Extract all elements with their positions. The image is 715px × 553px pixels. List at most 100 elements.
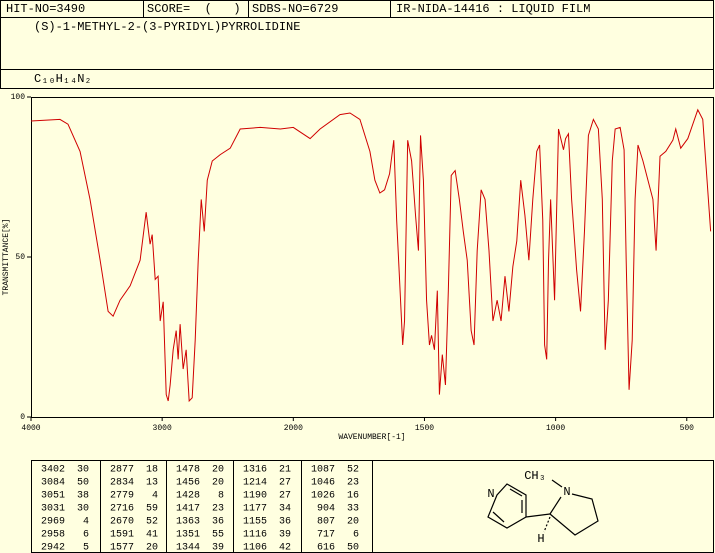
peak-transmittance: 30 <box>77 465 89 476</box>
pyridine-ring <box>487 483 527 529</box>
peak-wavenumber: 1155 <box>243 517 267 528</box>
peak-transmittance: 52 <box>146 517 158 528</box>
atom-label: CH₃ <box>524 469 546 483</box>
peak-transmittance: 27 <box>279 478 291 489</box>
x-tick-label: 3000 <box>153 424 172 433</box>
peak-transmittance: 8 <box>218 491 224 502</box>
peak-wavenumber: 904 <box>317 504 335 515</box>
pyrrolidine-ring <box>549 493 599 536</box>
compound-name: (S)-1-METHYL-2-(3-PYRIDYL)PYRROLIDINE <box>34 20 300 34</box>
peak-transmittance: 27 <box>279 491 291 502</box>
y-axis-label: TRANSMITTANCE[%] <box>2 219 11 296</box>
peak-wavenumber: 3402 <box>41 465 65 476</box>
peak-transmittance: 20 <box>146 543 158 553</box>
peak-transmittance: 20 <box>212 465 224 476</box>
y-tick-label: 50 <box>15 253 25 262</box>
peak-transmittance: 52 <box>347 465 359 476</box>
peak-transmittance: 59 <box>146 504 158 515</box>
peak-wavenumber: 1456 <box>176 478 200 489</box>
peak-wavenumber: 1316 <box>243 465 267 476</box>
peak-transmittance: 6 <box>353 530 359 541</box>
hashed-bond <box>543 516 551 533</box>
peak-wavenumber: 616 <box>317 543 335 553</box>
spectrum-line <box>30 108 712 403</box>
peak-transmittance: 38 <box>77 491 89 502</box>
peak-wavenumber: 1087 <box>311 465 335 476</box>
peak-transmittance: 42 <box>279 543 291 553</box>
peak-transmittance: 4 <box>83 517 89 528</box>
peak-wavenumber: 1478 <box>176 465 200 476</box>
peak-transmittance: 39 <box>212 543 224 553</box>
peak-wavenumber: 1106 <box>243 543 267 553</box>
score: SCORE= ( ) <box>147 2 241 16</box>
plot-frame <box>31 97 714 418</box>
peak-wavenumber: 2834 <box>110 478 134 489</box>
ir-code: IR-NIDA-14416 : LIQUID FILM <box>396 2 590 16</box>
peak-transmittance: 21 <box>279 465 291 476</box>
double-bond <box>509 488 523 497</box>
peak-wavenumber: 2877 <box>110 465 134 476</box>
peak-transmittance: 16 <box>347 491 359 502</box>
formula: C₁₀H₁₄N₂ <box>34 72 92 86</box>
peak-wavenumber: 1214 <box>243 478 267 489</box>
double-bond <box>492 511 505 523</box>
peak-transmittance: 39 <box>279 530 291 541</box>
peak-wavenumber: 3051 <box>41 491 65 502</box>
peak-transmittance: 50 <box>347 543 359 553</box>
peak-transmittance: 41 <box>146 530 158 541</box>
x-tick-label: 4000 <box>21 424 40 433</box>
peak-transmittance: 23 <box>212 504 224 515</box>
peak-wavenumber: 1026 <box>311 491 335 502</box>
peak-transmittance: 4 <box>152 491 158 502</box>
peak-transmittance: 33 <box>347 504 359 515</box>
peak-wavenumber: 3031 <box>41 504 65 515</box>
peak-transmittance: 50 <box>77 478 89 489</box>
peak-wavenumber: 1190 <box>243 491 267 502</box>
hit-no: HIT-NO=3490 <box>6 2 85 16</box>
y-tick-label: 100 <box>11 93 26 102</box>
bond <box>551 479 563 488</box>
sdbs-no: SDBS-NO=6729 <box>252 2 338 16</box>
peak-wavenumber: 1116 <box>243 530 267 541</box>
peak-wavenumber: 3084 <box>41 478 65 489</box>
peak-transmittance: 6 <box>83 530 89 541</box>
peak-wavenumber: 2969 <box>41 517 65 528</box>
peak-transmittance: 20 <box>347 517 359 528</box>
peak-transmittance: 23 <box>347 478 359 489</box>
peak-transmittance: 5 <box>83 543 89 553</box>
peak-wavenumber: 717 <box>317 530 335 541</box>
peak-transmittance: 36 <box>279 517 291 528</box>
peak-transmittance: 20 <box>212 478 224 489</box>
bond <box>549 496 562 515</box>
peak-wavenumber: 807 <box>317 517 335 528</box>
atom-label: H <box>537 532 544 546</box>
peak-transmittance: 34 <box>279 504 291 515</box>
peak-transmittance: 55 <box>212 530 224 541</box>
atom-label: N <box>563 485 570 499</box>
header-box <box>0 0 714 89</box>
peak-wavenumber: 1351 <box>176 530 200 541</box>
peak-wavenumber: 1363 <box>176 517 200 528</box>
x-tick-label: 1000 <box>546 424 565 433</box>
molecule <box>487 479 599 536</box>
peak-transmittance: 18 <box>146 465 158 476</box>
peak-wavenumber: 2670 <box>110 517 134 528</box>
y-tick-label: 0 <box>20 413 25 422</box>
peak-transmittance: 13 <box>146 478 158 489</box>
peak-wavenumber: 2779 <box>110 491 134 502</box>
peak-wavenumber: 2716 <box>110 504 134 515</box>
x-tick-label: 500 <box>680 424 695 433</box>
x-tick-label: 1500 <box>415 424 434 433</box>
peak-transmittance: 30 <box>77 504 89 515</box>
atom-label: N <box>487 487 494 501</box>
x-tick-label: 2000 <box>284 424 303 433</box>
peak-wavenumber: 1428 <box>176 491 200 502</box>
bond <box>525 513 551 518</box>
peak-wavenumber: 1046 <box>311 478 335 489</box>
peak-wavenumber: 1177 <box>243 504 267 515</box>
peak-wavenumber: 1344 <box>176 543 200 553</box>
peak-wavenumber: 1417 <box>176 504 200 515</box>
peak-wavenumber: 2942 <box>41 543 65 553</box>
